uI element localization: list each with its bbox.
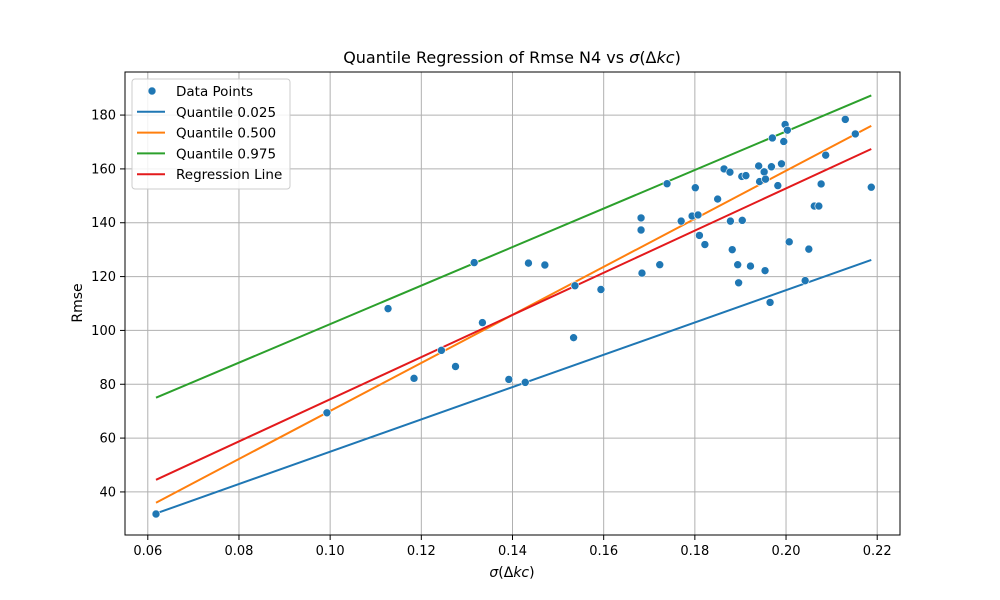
data-point bbox=[700, 240, 710, 249]
data-point bbox=[759, 167, 769, 177]
x-tick-label: 0.12 bbox=[407, 544, 436, 559]
x-tick-label: 0.10 bbox=[316, 544, 345, 559]
data-point bbox=[570, 281, 580, 291]
data-point bbox=[746, 261, 755, 271]
data-point bbox=[322, 408, 332, 418]
legend-box bbox=[131, 78, 291, 190]
x-axis-ticks: 0.06 0.08 0.10 0.12 0.14 0.16 0.18 0.20 0.22 bbox=[133, 535, 892, 559]
data-point bbox=[693, 210, 703, 220]
data-point bbox=[737, 216, 747, 225]
legend-label: Quantile 0.025 bbox=[176, 105, 276, 121]
data-point bbox=[767, 162, 776, 172]
legend-label: Regression Line bbox=[176, 167, 282, 183]
data-point bbox=[733, 260, 743, 270]
legend-marker-data-points bbox=[147, 86, 157, 96]
x-tick-label: 0.22 bbox=[863, 544, 892, 559]
data-point bbox=[409, 374, 419, 383]
x-tick-label: 0.16 bbox=[589, 544, 618, 559]
x-axis-label: σ(Δkc) bbox=[489, 565, 534, 581]
data-point bbox=[777, 159, 786, 169]
quantile-lines bbox=[155, 94, 872, 515]
y-tick-label: 180 bbox=[91, 109, 116, 124]
data-point bbox=[451, 362, 460, 371]
data-point bbox=[695, 231, 704, 240]
x-tick-label: 0.20 bbox=[772, 544, 801, 559]
chart-title: Quantile Regression of Rmse N4 vs σ(Δkc) bbox=[343, 48, 681, 67]
data-point bbox=[655, 260, 665, 270]
x-tick-label: 0.06 bbox=[133, 544, 162, 559]
data-point bbox=[814, 201, 824, 211]
data-point bbox=[540, 260, 550, 270]
data-point bbox=[821, 150, 830, 160]
y-tick-label: 60 bbox=[99, 432, 116, 447]
series-line-regression-line bbox=[155, 148, 872, 481]
data-point bbox=[636, 225, 646, 235]
x-tick-label: 0.14 bbox=[498, 544, 527, 559]
y-tick-label: 160 bbox=[91, 162, 116, 177]
data-point bbox=[662, 179, 672, 189]
y-tick-label: 40 bbox=[99, 485, 116, 500]
legend-label: Data Points bbox=[176, 84, 253, 100]
data-point bbox=[800, 276, 810, 285]
data-point bbox=[754, 161, 763, 171]
data-point bbox=[478, 318, 487, 327]
x-tick-label: 0.18 bbox=[680, 544, 709, 559]
data-point bbox=[383, 304, 393, 313]
legend-label: Quantile 0.975 bbox=[176, 146, 276, 162]
data-point bbox=[784, 237, 794, 247]
data-point bbox=[734, 278, 743, 288]
data-point bbox=[596, 285, 606, 294]
data-point bbox=[504, 375, 514, 384]
data-point bbox=[741, 171, 751, 180]
data-point bbox=[804, 244, 814, 254]
data-point bbox=[783, 125, 792, 135]
data-point bbox=[713, 194, 722, 204]
data-point bbox=[727, 245, 737, 254]
y-tick-label: 80 bbox=[99, 378, 116, 393]
data-point bbox=[761, 174, 770, 184]
data-point bbox=[779, 137, 789, 146]
data-point bbox=[768, 133, 777, 143]
data-point bbox=[816, 179, 826, 189]
series-line-quantile-0-025 bbox=[155, 258, 872, 515]
y-tick-label: 100 bbox=[91, 324, 116, 339]
y-tick-label: 120 bbox=[91, 270, 116, 285]
data-point bbox=[636, 213, 646, 223]
data-point bbox=[725, 167, 735, 177]
y-axis-label: Rmse bbox=[70, 283, 86, 322]
x-tick-label: 0.08 bbox=[224, 544, 253, 559]
y-tick-label: 140 bbox=[91, 216, 116, 231]
data-point bbox=[765, 298, 775, 307]
data-point bbox=[866, 182, 876, 192]
series-line-quantile-0-975 bbox=[155, 94, 872, 399]
y-axis-ticks: 40 60 80 100 120 140 160 180 bbox=[91, 109, 125, 500]
data-points bbox=[151, 115, 876, 519]
legend-label: Quantile 0.500 bbox=[176, 126, 276, 142]
data-point bbox=[773, 181, 783, 190]
data-point bbox=[840, 115, 850, 124]
data-point bbox=[637, 268, 647, 278]
data-point bbox=[524, 258, 533, 268]
data-point bbox=[676, 216, 686, 226]
data-point bbox=[469, 258, 479, 267]
data-point bbox=[151, 509, 161, 519]
data-point bbox=[520, 378, 530, 387]
data-point bbox=[760, 266, 770, 275]
data-point bbox=[437, 346, 446, 355]
legend: Data Points Quantile 0.025 Quantile 0.500 Q… bbox=[131, 78, 291, 190]
data-point bbox=[691, 183, 700, 193]
data-point bbox=[726, 216, 735, 226]
data-point bbox=[569, 333, 578, 342]
data-point bbox=[851, 129, 860, 139]
